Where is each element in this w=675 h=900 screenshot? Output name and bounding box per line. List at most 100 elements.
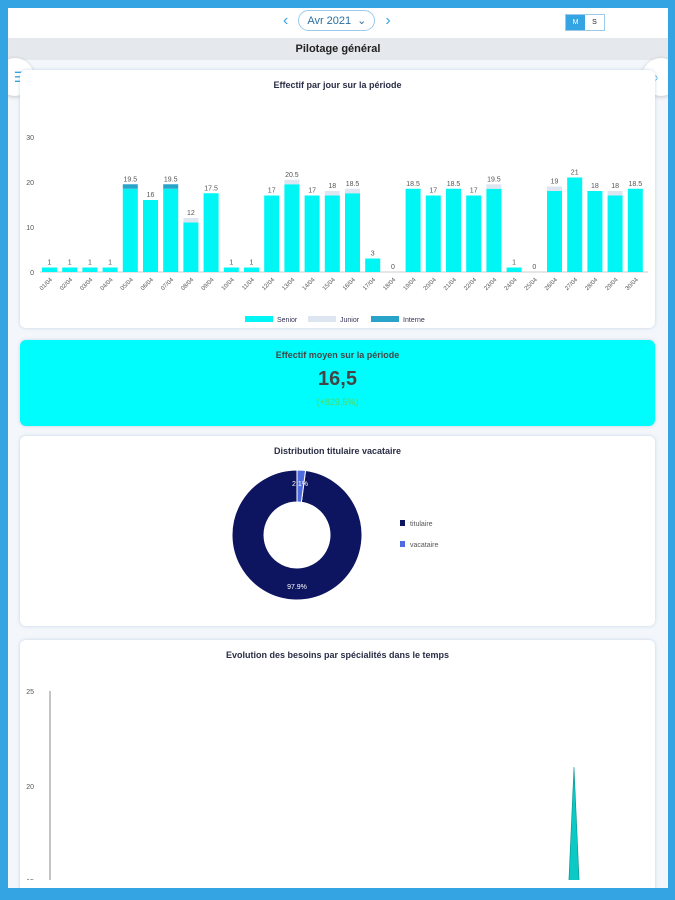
kpi-value: 16,5 <box>318 368 357 390</box>
evolution-area-chart: 15 20 25 <box>26 689 580 880</box>
bar-senior <box>244 267 259 272</box>
month-select[interactable]: Avr 2021 ⌄ <box>298 10 376 31</box>
x-tick-label: 24/04 <box>504 277 519 292</box>
bar-senior <box>183 222 199 272</box>
x-tick-label: 13/04 <box>281 277 296 292</box>
bar-junior <box>486 184 502 189</box>
top-bar: ‹ Avr 2021 ⌄ › M S <box>8 8 668 38</box>
bar-value-label: 16 <box>147 192 155 199</box>
y-tick-label: 0 <box>30 270 34 277</box>
bar-value-label: 20.5 <box>285 172 299 179</box>
bar-value-label: 18.5 <box>447 181 461 188</box>
bar-junior <box>284 179 300 185</box>
daily-bar-chart: 0102030101/04102/04103/04104/0419.505/04… <box>26 135 648 324</box>
prev-month-icon[interactable]: ‹ <box>283 11 289 29</box>
month-navigator: ‹ Avr 2021 ⌄ › <box>283 10 391 31</box>
slice-label: 97.9% <box>287 584 307 591</box>
bar-senior <box>324 195 340 272</box>
x-tick-label: 25/04 <box>524 277 539 292</box>
bar-junior <box>547 186 562 191</box>
average-staff-card: Effectif moyen sur la période 16,5 (+829… <box>20 340 655 426</box>
bar-senior <box>264 195 280 272</box>
toggle-month[interactable]: M <box>566 15 585 30</box>
x-tick-label: 07/04 <box>160 277 175 292</box>
donut-slice-titulaire <box>231 469 363 601</box>
bar-senior <box>466 195 482 272</box>
bar-senior <box>446 188 461 272</box>
toggle-week[interactable]: S <box>592 19 597 26</box>
bar-value-label: 18.5 <box>628 181 642 188</box>
bar-junior <box>324 191 340 196</box>
bar-senior <box>425 195 441 272</box>
x-tick-label: 16/04 <box>342 277 357 292</box>
bar-junior <box>183 218 199 223</box>
x-tick-label: 04/04 <box>100 277 115 292</box>
x-tick-label: 19/04 <box>403 277 418 292</box>
bar-senior <box>143 200 158 272</box>
x-tick-label: 02/04 <box>59 277 74 292</box>
bar-value-label: 19 <box>551 179 559 186</box>
x-tick-label: 10/04 <box>221 277 236 292</box>
x-tick-label: 21/04 <box>443 277 458 292</box>
bar-value-label: 1 <box>512 260 516 267</box>
bar-value-label: 1 <box>229 260 233 267</box>
x-tick-label: 15/04 <box>322 277 337 292</box>
donut-title: Distribution titulaire vacataire <box>273 446 402 456</box>
x-tick-label: 17/04 <box>362 277 377 292</box>
x-tick-label: 11/04 <box>241 277 256 292</box>
x-tick-label: 18/04 <box>382 277 397 292</box>
slice-label: 2.1% <box>292 481 308 488</box>
kpi-title: Effectif moyen sur la période <box>275 350 400 360</box>
bar-value-label: 1 <box>68 260 72 267</box>
y-tick-label: 10 <box>26 225 34 232</box>
bar-senior <box>122 188 138 272</box>
bar-senior <box>607 195 623 272</box>
bar-value-label: 18.5 <box>346 181 360 188</box>
legend-swatch-senior <box>245 316 273 322</box>
bar-senior <box>587 191 603 272</box>
bar-value-label: 1 <box>108 260 112 267</box>
app-frame: ‹ Avr 2021⌄ › M S Pilotage général ☰ ⌕ E… <box>8 8 668 888</box>
bar-value-label: 17.5 <box>204 185 218 192</box>
bar-value-label: 18.5 <box>406 181 420 188</box>
legend-swatch-vacataire <box>400 541 405 547</box>
bar-senior <box>567 177 583 272</box>
bar-value-label: 17 <box>268 188 276 195</box>
x-tick-label: 01/04 <box>39 277 54 292</box>
bar-interne <box>163 184 179 189</box>
legend-label: Interne <box>403 317 425 324</box>
legend-label: titulaire <box>410 521 433 528</box>
y-tick-label: 20 <box>26 180 34 187</box>
x-tick-label: 14/04 <box>302 277 317 292</box>
bar-senior <box>82 267 98 272</box>
bar-senior <box>223 267 239 272</box>
bar-senior <box>42 267 57 272</box>
x-tick-label: 23/04 <box>483 277 498 292</box>
bar-value-label: 1 <box>250 260 254 267</box>
x-tick-label: 09/04 <box>201 277 216 292</box>
bar-interne <box>122 184 138 189</box>
bar-senior <box>506 267 522 272</box>
bar-value-label: 19.5 <box>487 176 501 183</box>
x-tick-label: 06/04 <box>140 277 155 292</box>
x-tick-label: 08/04 <box>180 277 195 292</box>
x-tick-label: 12/04 <box>261 277 276 292</box>
bar-senior <box>284 184 300 272</box>
page-title: Pilotage général <box>8 38 668 60</box>
legend-label: Junior <box>340 317 360 324</box>
period-toggle: M S <box>565 14 605 31</box>
legend-swatch-interne <box>371 316 399 322</box>
legend-swatch-junior <box>308 316 336 322</box>
bar-senior <box>486 188 502 272</box>
bar-value-label: 0 <box>532 264 536 271</box>
search-icon: ⌕ <box>651 69 659 85</box>
x-tick-label: 30/04 <box>625 277 640 292</box>
x-tick-label: 20/04 <box>423 277 438 292</box>
legend-label: Senior <box>277 317 298 324</box>
bar-senior <box>203 193 219 272</box>
legend-label: vacataire <box>410 542 439 549</box>
y-tick-label: 25 <box>26 689 34 696</box>
evolution-title: Evolution des besoins par spécialités da… <box>225 650 450 660</box>
next-month-icon[interactable]: › <box>385 11 391 29</box>
bar-senior <box>62 267 78 272</box>
